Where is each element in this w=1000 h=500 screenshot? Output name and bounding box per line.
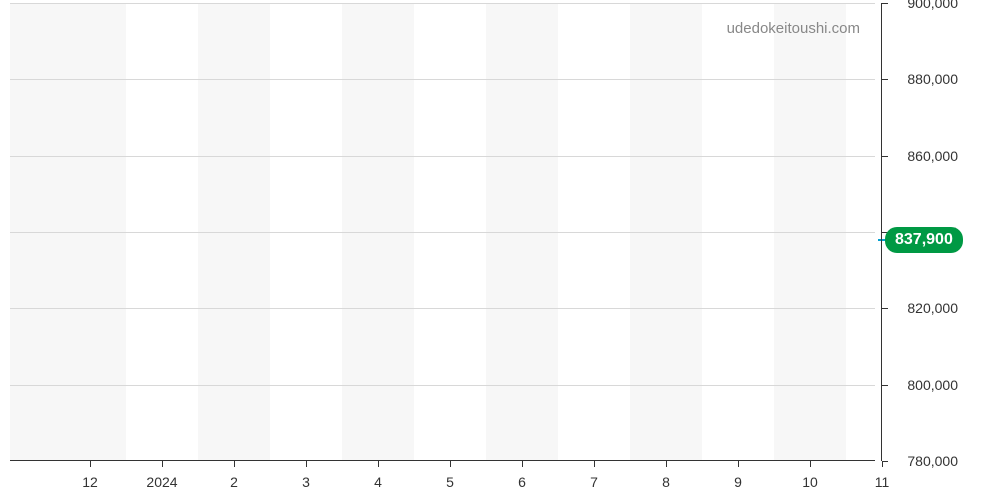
y-axis-label: 900,000 xyxy=(907,0,958,11)
x-axis xyxy=(10,460,875,461)
y-tick xyxy=(882,385,888,386)
y-axis-label: 780,000 xyxy=(907,453,958,469)
gridline xyxy=(10,308,875,309)
y-axis-label: 800,000 xyxy=(907,377,958,393)
y-axis-label: 820,000 xyxy=(907,300,958,316)
gridline xyxy=(10,3,875,4)
x-axis-label: 9 xyxy=(734,474,742,490)
x-axis-label: 2024 xyxy=(146,474,177,490)
x-axis-label: 8 xyxy=(662,474,670,490)
gridline xyxy=(10,385,875,386)
x-tick xyxy=(162,461,163,467)
x-tick xyxy=(594,461,595,467)
price-chart: udedokeitoushi.com 12 2024 2 3 4 5 6 7 8 9 10 11 78… xyxy=(0,0,1000,500)
y-tick xyxy=(882,79,888,80)
y-tick xyxy=(882,156,888,157)
y-axis-label: 860,000 xyxy=(907,148,958,164)
x-tick xyxy=(810,461,811,467)
y-tick xyxy=(882,3,888,4)
x-axis-label: 12 xyxy=(82,474,98,490)
x-axis-label: 6 xyxy=(518,474,526,490)
x-tick xyxy=(378,461,379,467)
plot-area xyxy=(10,3,875,461)
gridline xyxy=(10,79,875,80)
y-axis-label: 880,000 xyxy=(907,71,958,87)
x-axis-label: 10 xyxy=(802,474,818,490)
y-tick xyxy=(882,461,888,462)
x-axis-label: 7 xyxy=(590,474,598,490)
x-tick xyxy=(666,461,667,467)
gridline xyxy=(10,156,875,157)
x-axis-label: 5 xyxy=(446,474,454,490)
x-tick xyxy=(306,461,307,467)
x-axis-label: 3 xyxy=(302,474,310,490)
y-tick xyxy=(882,308,888,309)
x-tick xyxy=(234,461,235,467)
x-axis-label: 2 xyxy=(230,474,238,490)
current-value-badge: 837,900 xyxy=(885,227,963,253)
x-tick xyxy=(90,461,91,467)
x-tick xyxy=(738,461,739,467)
x-axis-label: 11 xyxy=(875,474,890,490)
x-tick xyxy=(522,461,523,467)
x-tick xyxy=(450,461,451,467)
watermark: udedokeitoushi.com xyxy=(727,20,860,37)
x-axis-label: 4 xyxy=(374,474,382,490)
gridline xyxy=(10,232,875,233)
